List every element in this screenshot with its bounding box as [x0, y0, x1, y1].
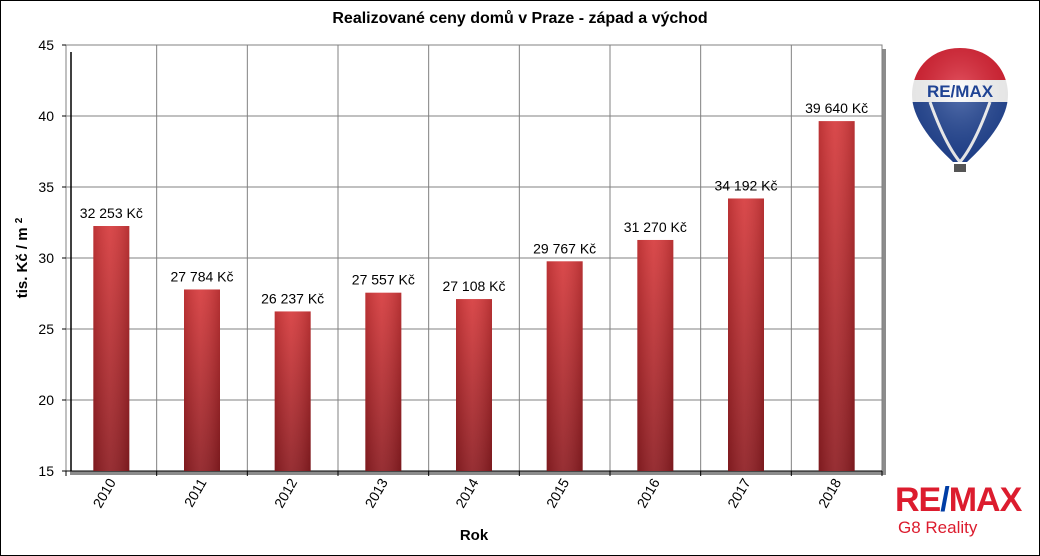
y-axis-title: tis. Kč / m 2	[14, 217, 31, 298]
y-tick-label: 15	[38, 463, 54, 479]
x-tick-label-2014: 2014	[452, 475, 482, 510]
chart-title: Realizované ceny domů v Praze - západ a …	[332, 10, 708, 27]
x-tick-label-2011: 2011	[181, 475, 210, 509]
x-tick-label-2012: 2012	[271, 475, 301, 510]
bar-shade-2014	[456, 299, 492, 471]
x-tick-label-2017: 2017	[724, 475, 754, 510]
data-label-2014: 27 108 Kč	[442, 278, 505, 294]
balloon-logo-text: RE/MAX	[927, 82, 994, 101]
data-label-2013: 27 557 Kč	[352, 272, 415, 288]
bar-shade-2010	[93, 226, 130, 471]
bar-shade-2015	[546, 261, 583, 471]
x-tick-label-2018: 2018	[815, 475, 845, 510]
bar-shade-2011	[184, 289, 220, 471]
brand-name: RE/MAX	[895, 481, 1023, 520]
y-tick-label: 35	[38, 179, 54, 195]
bar-shade-2017	[728, 198, 764, 471]
x-tick-label-2016: 2016	[633, 475, 663, 510]
brand-name-re: RE	[895, 481, 941, 519]
bar-shade-2013	[365, 292, 402, 471]
y-tick-label: 45	[38, 37, 54, 53]
brand-name-slash: /	[940, 481, 950, 519]
data-label-2016: 31 270 Kč	[624, 219, 687, 235]
brand-name-max: MAX	[948, 481, 1023, 519]
y-tick-label: 40	[38, 108, 54, 124]
bar-shade-2012	[274, 311, 311, 471]
office-name: G8 Reality	[898, 518, 978, 537]
balloon-logo: RE/MAX	[912, 48, 1008, 172]
x-tick-label-2013: 2013	[361, 475, 391, 510]
x-tick-label-2015: 2015	[543, 475, 573, 510]
data-label-2011: 27 784 Kč	[170, 268, 233, 284]
y-tick-label: 20	[38, 392, 54, 408]
bar-shade-2018	[818, 121, 855, 471]
data-label-2018: 39 640 Kč	[805, 100, 868, 116]
data-label-2017: 34 192 Kč	[714, 177, 777, 193]
x-axis-title: Rok	[460, 527, 489, 544]
data-label-2010: 32 253 Kč	[80, 205, 143, 221]
y-axis-title-text: tis. Kč / m	[14, 227, 31, 298]
data-label-2015: 29 767 Kč	[533, 240, 596, 256]
y-tick-label: 25	[38, 321, 54, 337]
data-label-2012: 26 237 Kč	[261, 290, 324, 306]
bar-shade-2016	[637, 239, 674, 471]
x-tick-label-2010: 2010	[89, 475, 119, 510]
y-tick-label: 30	[38, 250, 54, 266]
y-axis-title-superscript: 2	[14, 217, 25, 223]
